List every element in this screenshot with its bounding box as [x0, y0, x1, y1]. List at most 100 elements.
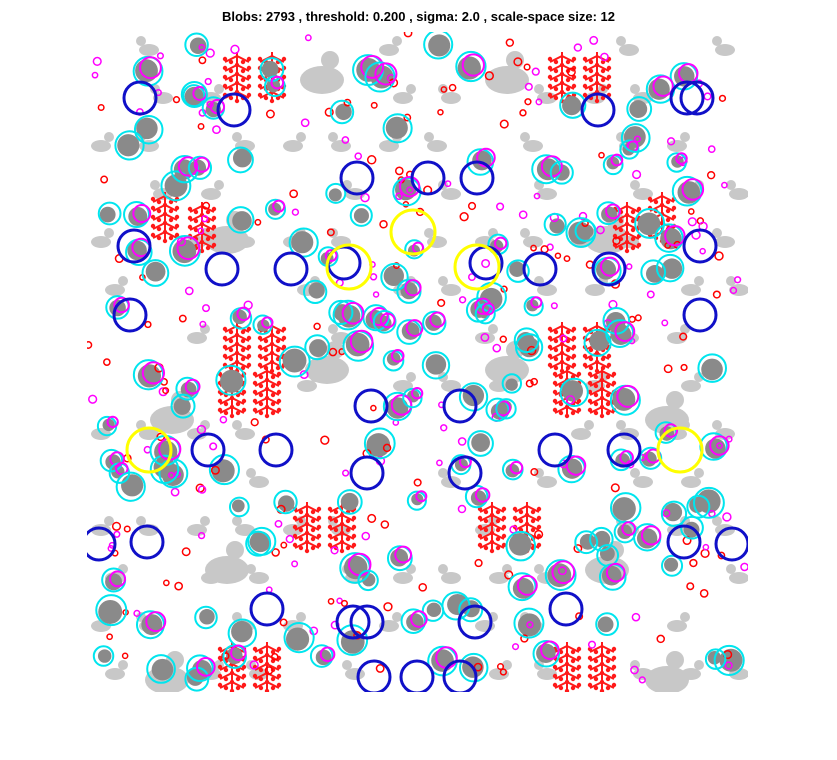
- blob-marker-small: [664, 224, 686, 247]
- blob-marker-small: [106, 633, 113, 641]
- blob-marker-medium: [559, 377, 589, 408]
- blob-marker-medium: [458, 382, 489, 412]
- blob-marker-small: [87, 340, 93, 349]
- dark-object: [509, 261, 525, 277]
- dark-object: [597, 616, 614, 633]
- blob-marker-small: [158, 387, 168, 397]
- blob-marker-small: [349, 329, 374, 354]
- red-tree-motif: [612, 202, 642, 254]
- blob-marker-small: [703, 92, 712, 101]
- red-tree-motif: [547, 52, 577, 104]
- blob-marker-small: [330, 620, 340, 630]
- blob-marker-small: [634, 314, 642, 322]
- animal-silhouette: [681, 372, 704, 392]
- animal-silhouette: [424, 132, 447, 152]
- blob-marker-medium: [506, 259, 530, 283]
- blob-marker-medium: [184, 32, 209, 58]
- blob-marker-medium: [458, 597, 484, 623]
- blob-marker-small: [374, 62, 398, 86]
- blob-marker-medium: [634, 208, 666, 239]
- blob-marker-medium: [227, 146, 254, 174]
- blob-marker-medium: [589, 526, 614, 552]
- blob-marker-small: [656, 634, 665, 644]
- dark-object: [601, 565, 622, 586]
- dark-object: [561, 380, 584, 402]
- blob-marker-small: [121, 652, 129, 660]
- animal-silhouette: [187, 420, 210, 440]
- blob-marker-small: [630, 665, 639, 675]
- blob-marker-small: [341, 301, 365, 325]
- blob-marker-small: [197, 122, 205, 130]
- dark-object: [383, 265, 404, 287]
- blob-marker-large: [447, 455, 483, 491]
- blob-marker-small: [201, 304, 211, 313]
- blob-marker-small: [236, 306, 251, 322]
- blob-marker-medium: [543, 212, 567, 236]
- blob-marker-small: [631, 612, 641, 622]
- blob-marker-small: [279, 618, 288, 627]
- dark-object: [199, 608, 215, 625]
- animal-silhouette: [136, 36, 159, 56]
- animal-silhouette: [232, 420, 255, 440]
- blob-marker-medium: [194, 605, 218, 630]
- blob-marker-small: [709, 435, 730, 456]
- dark-object: [663, 503, 683, 522]
- dark-object: [308, 282, 325, 299]
- blob-marker-small: [156, 432, 166, 442]
- blob-marker-small: [285, 534, 294, 544]
- blob-marker-small: [403, 32, 413, 38]
- blob-marker-medium: [386, 545, 413, 572]
- blob-marker-small: [717, 551, 726, 560]
- blob-marker-small: [729, 286, 738, 295]
- dark-object: [512, 577, 534, 599]
- blob-marker-small: [721, 181, 728, 189]
- blob-marker-medium: [613, 520, 637, 544]
- blob-marker-medium: [364, 61, 396, 93]
- blob-marker-medium: [713, 644, 745, 676]
- blob-marker-small: [616, 384, 640, 408]
- blob-marker-small: [383, 602, 393, 612]
- animal-silhouette: [520, 228, 543, 248]
- animal-silhouette: [379, 36, 402, 56]
- blob-marker-small: [324, 249, 338, 262]
- blob-marker-small: [687, 217, 697, 227]
- dark-object: [328, 188, 342, 202]
- animal-silhouette: [187, 516, 210, 536]
- blob-marker-medium: [303, 279, 328, 305]
- blob-marker-small: [369, 273, 378, 281]
- blob-marker-small: [91, 71, 99, 79]
- blob-marker-small: [92, 56, 102, 66]
- dark-object: [390, 548, 409, 567]
- blob-marker-small: [707, 145, 716, 154]
- blob-marker-largest: [656, 426, 704, 474]
- blob-marker-small: [459, 212, 469, 222]
- blob-marker-small: [550, 302, 558, 310]
- blob-marker-large: [548, 591, 584, 627]
- blob-marker-small: [492, 343, 502, 353]
- blob-marker-large: [714, 526, 748, 562]
- blob-marker-small: [261, 316, 274, 329]
- blob-marker-small: [504, 570, 514, 580]
- blob-marker-small: [675, 152, 688, 165]
- blob-marker-small: [509, 460, 524, 475]
- blob-marker-medium: [328, 299, 354, 326]
- blob-marker-largest: [325, 243, 373, 291]
- blob-marker-small: [640, 525, 662, 546]
- blob-marker-medium: [115, 471, 146, 502]
- blob-marker-large: [258, 432, 294, 468]
- blob-marker-small: [605, 203, 621, 220]
- blob-marker-small: [406, 186, 414, 194]
- blob-marker-medium: [619, 139, 640, 160]
- blob-marker-small: [461, 53, 485, 77]
- dark-object: [471, 433, 490, 452]
- blob-marker-medium: [402, 387, 423, 409]
- blob-marker-medium: [406, 490, 427, 511]
- blob-marker-medium: [97, 201, 122, 226]
- blob-marker-medium: [146, 654, 176, 684]
- dark-object: [282, 348, 307, 373]
- blob-marker-small: [638, 676, 646, 684]
- blob-marker-small: [598, 151, 605, 159]
- blob-marker-small: [132, 204, 152, 224]
- blob-marker-small: [380, 520, 390, 529]
- animal-silhouette: [105, 660, 128, 680]
